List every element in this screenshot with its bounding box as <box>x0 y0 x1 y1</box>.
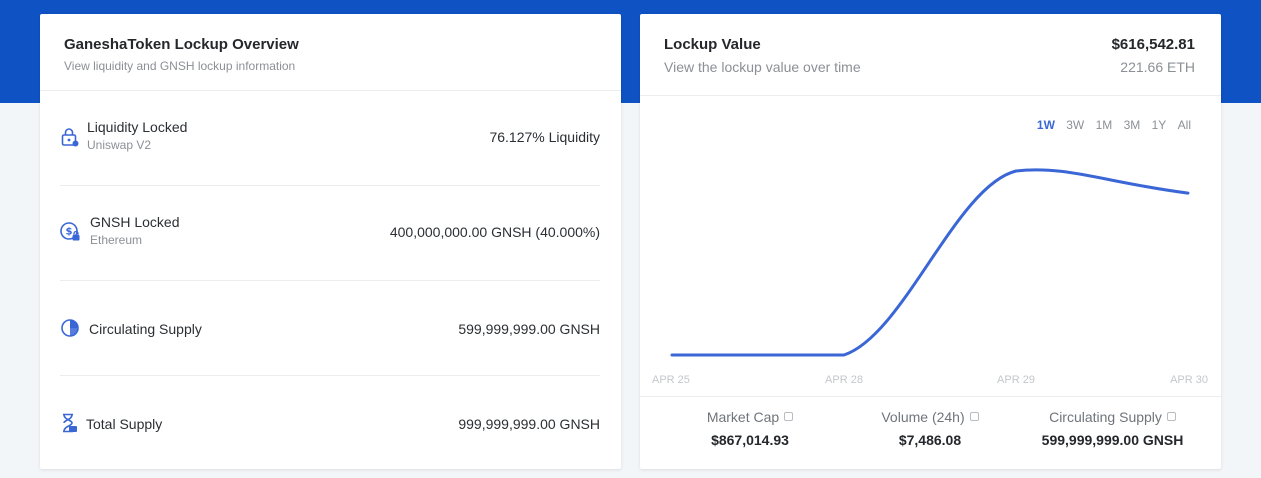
period-1y[interactable]: 1Y <box>1151 118 1167 132</box>
row-label: GNSH Locked <box>90 214 180 230</box>
info-icon[interactable] <box>1166 412 1176 422</box>
row-value: 400,000,000.00 GNSH (40.000%) <box>389 224 600 240</box>
x-tick-label: APR 25 <box>652 374 690 386</box>
overview-title: GaneshaToken Lockup Overview <box>64 36 299 53</box>
pie-chart-icon <box>61 319 79 337</box>
row-label: Total Supply <box>86 416 163 432</box>
x-tick-label: APR 29 <box>997 374 1035 386</box>
row-value: 76.127% Liquidity <box>489 129 600 145</box>
stat-label: Volume (24h) <box>881 409 965 425</box>
overview-header: GaneshaToken Lockup Overview View liquid… <box>40 14 621 91</box>
row-gnsh-locked: $ GNSH Locked Ethereum 400,000,000.00 GN… <box>60 186 600 281</box>
lockup-value-chart: APR 25 APR 28 APR 29 APR 30 <box>652 168 1208 386</box>
stat-label: Market Cap <box>706 409 780 425</box>
row-total-supply: Total Supply 999,999,999.00 GNSH <box>60 376 600 471</box>
info-icon[interactable] <box>784 412 794 422</box>
hourglass-icon <box>63 413 77 433</box>
period-all[interactable]: All <box>1177 118 1191 132</box>
stat-value: $7,486.08 <box>898 432 962 448</box>
row-label: Circulating Supply <box>89 321 202 337</box>
period-selector: 1W 3W 1M 3M 1Y All <box>1029 118 1191 132</box>
row-value: 999,999,999.00 GNSH <box>458 416 600 432</box>
row-value: 599,999,999.00 GNSH <box>458 321 600 337</box>
row-sub: Uniswap V2 <box>87 138 152 152</box>
lockup-value-card: Lockup Value View the lockup value over … <box>640 14 1221 469</box>
svg-text:$: $ <box>66 227 73 238</box>
lockup-usd-value: $616,542.81 <box>1111 36 1195 53</box>
coin-lock-icon: $ <box>60 222 80 241</box>
stat-value: 599,999,999.00 GNSH <box>1041 432 1184 448</box>
stat-volume: Volume (24h) $7,486.08 <box>850 409 1010 448</box>
lockup-title: Lockup Value <box>664 36 761 53</box>
lockup-eth-value: 221.66 ETH <box>1120 59 1195 75</box>
stat-circulating-supply: Circulating Supply 599,999,999.00 GNSH <box>1020 409 1205 448</box>
info-icon[interactable] <box>969 412 979 422</box>
series-line <box>670 168 1190 357</box>
lock-icon <box>61 128 79 147</box>
lockup-overview-card: GaneshaToken Lockup Overview View liquid… <box>40 14 621 469</box>
period-1w[interactable]: 1W <box>1036 118 1055 132</box>
stat-value: $867,014.93 <box>711 432 789 448</box>
period-1m[interactable]: 1M <box>1095 118 1113 132</box>
row-liquidity-locked: Liquidity Locked Uniswap V2 76.127% Liqu… <box>60 91 600 186</box>
x-tick-label: APR 30 <box>1170 374 1208 386</box>
overview-subtitle: View liquidity and GNSH lockup informati… <box>64 59 296 73</box>
stat-label: Circulating Supply <box>1049 409 1162 425</box>
row-label: Liquidity Locked <box>87 119 188 135</box>
row-sub: Ethereum <box>90 233 143 247</box>
period-3w[interactable]: 3W <box>1066 118 1085 132</box>
x-tick-label: APR 28 <box>825 374 863 386</box>
row-circulating-supply: Circulating Supply 599,999,999.00 GNSH <box>60 281 600 376</box>
lockup-header: Lockup Value View the lockup value over … <box>640 14 1221 96</box>
stats-bar: Market Cap $867,014.93 Volume (24h) $7,4… <box>640 396 1221 469</box>
stat-market-cap: Market Cap $867,014.93 <box>675 409 825 448</box>
period-3m[interactable]: 3M <box>1123 118 1141 132</box>
lockup-subtitle: View the lockup value over time <box>664 59 861 75</box>
